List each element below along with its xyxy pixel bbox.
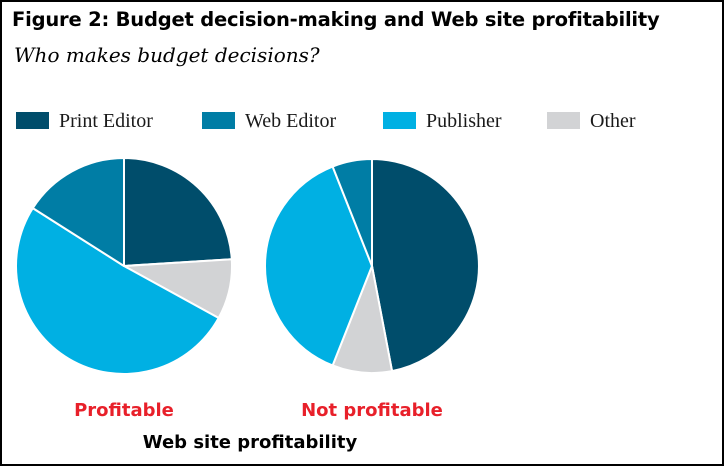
legend: Print Editor Web Editor Publisher Other (2, 109, 722, 133)
pie-slice-profitable-web-editor (31, 157, 125, 267)
category-label-not-profitable: Not profitable (301, 400, 443, 421)
pie-slice-profitable-print-editor (123, 157, 233, 267)
legend-label-web-editor: Web Editor (245, 110, 337, 132)
pie-slice-not-profitable-web-editor (331, 158, 373, 267)
pie-profitable (15, 157, 233, 375)
legend-swatch-publisher (383, 112, 416, 129)
pie-slice-not-profitable-print-editor (371, 158, 480, 373)
chart-subtitle: Who makes budget decisions? (14, 43, 320, 67)
legend-label-other: Other (590, 110, 636, 132)
legend-swatch-other (547, 112, 580, 129)
x-axis-label: Web site profitability (142, 432, 358, 453)
chart-title: Figure 2: Budget decision-making and Web… (12, 8, 660, 31)
legend-swatch-web-editor (202, 112, 235, 129)
legend-label-print-editor: Print Editor (59, 110, 153, 132)
pie-slice-not-profitable-publisher (263, 165, 373, 367)
category-label-profitable: Profitable (74, 400, 174, 421)
legend-swatch-print-editor (16, 112, 49, 129)
legend-label-publisher: Publisher (426, 110, 502, 132)
pie-slice-profitable-publisher (15, 207, 220, 375)
pie-not-profitable (263, 158, 480, 374)
